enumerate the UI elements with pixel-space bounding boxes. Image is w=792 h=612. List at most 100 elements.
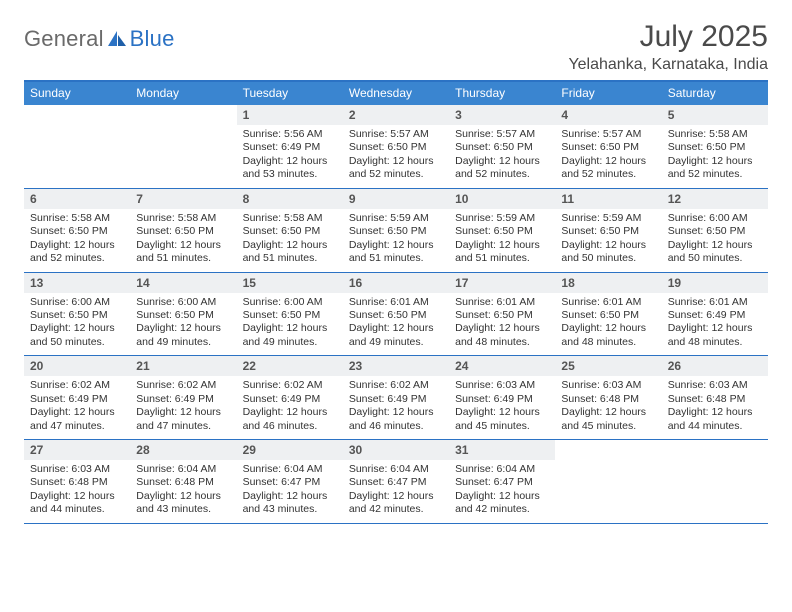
week-row: 13Sunrise: 6:00 AMSunset: 6:50 PMDayligh… xyxy=(24,273,768,357)
daylight-text: Daylight: 12 hours and 45 minutes. xyxy=(455,406,549,433)
day-number: 26 xyxy=(662,356,768,376)
day-body: Sunrise: 6:02 AMSunset: 6:49 PMDaylight:… xyxy=(24,376,130,433)
daylight-text: Daylight: 12 hours and 48 minutes. xyxy=(668,322,762,349)
daylight-text: Daylight: 12 hours and 44 minutes. xyxy=(668,406,762,433)
day-cell: 26 Sunrise: 6:03 AMSunset: 6:48 PMDayligh… xyxy=(662,356,768,439)
week-row: 6Sunrise: 5:58 AMSunset: 6:50 PMDaylight… xyxy=(24,189,768,273)
sunrise-text: Sunrise: 5:57 AM xyxy=(561,128,655,141)
sunset-text: Sunset: 6:50 PM xyxy=(243,225,337,238)
daylight-text: Daylight: 12 hours and 49 minutes. xyxy=(349,322,443,349)
day-cell: 23Sunrise: 6:02 AMSunset: 6:49 PMDayligh… xyxy=(343,356,449,439)
day-cell: 31Sunrise: 6:04 AMSunset: 6:47 PMDayligh… xyxy=(449,440,555,523)
day-cell: 27Sunrise: 6:03 AMSunset: 6:48 PMDayligh… xyxy=(24,440,130,523)
day-cell: 15Sunrise: 6:00 AMSunset: 6:50 PMDayligh… xyxy=(237,273,343,356)
day-body: Sunrise: 5:57 AMSunset: 6:50 PMDaylight:… xyxy=(449,125,555,182)
day-body: Sunrise: 6:00 AMSunset: 6:50 PMDaylight:… xyxy=(237,293,343,350)
day-cell: 3Sunrise: 5:57 AMSunset: 6:50 PMDaylight… xyxy=(449,105,555,188)
day-body: Sunrise: 5:59 AMSunset: 6:50 PMDaylight:… xyxy=(449,209,555,266)
day-number: 20 xyxy=(24,356,130,376)
day-cell: 24 Sunrise: 6:03 AMSunset: 6:49 PMDayligh… xyxy=(449,356,555,439)
day-number: 31 xyxy=(449,440,555,460)
day-number: 8 xyxy=(237,189,343,209)
week-row: 27Sunrise: 6:03 AMSunset: 6:48 PMDayligh… xyxy=(24,440,768,524)
day-number: 17 xyxy=(449,273,555,293)
day-cell: 22Sunrise: 6:02 AMSunset: 6:49 PMDayligh… xyxy=(237,356,343,439)
sunset-text: Sunset: 6:50 PM xyxy=(136,225,230,238)
sunset-text: Sunset: 6:50 PM xyxy=(668,225,762,238)
day-body: Sunrise: 5:56 AMSunset: 6:49 PMDaylight:… xyxy=(237,125,343,182)
sunrise-text: Sunrise: 6:03 AM xyxy=(455,379,549,392)
day-body: Sunrise: 5:58 AMSunset: 6:50 PMDaylight:… xyxy=(662,125,768,182)
sunset-text: Sunset: 6:50 PM xyxy=(668,141,762,154)
sunrise-text: Sunrise: 6:01 AM xyxy=(455,296,549,309)
day-number: 14 xyxy=(130,273,236,293)
daylight-text: Daylight: 12 hours and 53 minutes. xyxy=(243,155,337,182)
sunset-text: Sunset: 6:49 PM xyxy=(668,309,762,322)
day-number: 9 xyxy=(343,189,449,209)
sunrise-text: Sunrise: 5:56 AM xyxy=(243,128,337,141)
day-body: Sunrise: 5:57 AMSunset: 6:50 PMDaylight:… xyxy=(343,125,449,182)
sunrise-text: Sunrise: 6:00 AM xyxy=(30,296,124,309)
day-cell: 16Sunrise: 6:01 AMSunset: 6:50 PMDayligh… xyxy=(343,273,449,356)
sunrise-text: Sunrise: 6:04 AM xyxy=(136,463,230,476)
sunset-text: Sunset: 6:47 PM xyxy=(349,476,443,489)
sunset-text: Sunset: 6:49 PM xyxy=(30,393,124,406)
day-body: Sunrise: 6:03 AMSunset: 6:48 PMDaylight:… xyxy=(24,460,130,517)
daylight-text: Daylight: 12 hours and 43 minutes. xyxy=(136,490,230,517)
sunrise-text: Sunrise: 5:57 AM xyxy=(349,128,443,141)
day-cell: 5Sunrise: 5:58 AMSunset: 6:50 PMDaylight… xyxy=(662,105,768,188)
sunset-text: Sunset: 6:50 PM xyxy=(349,141,443,154)
day-cell: 18Sunrise: 6:01 AMSunset: 6:50 PMDayligh… xyxy=(555,273,661,356)
day-cell: 12Sunrise: 6:00 AMSunset: 6:50 PMDayligh… xyxy=(662,189,768,272)
daylight-text: Daylight: 12 hours and 50 minutes. xyxy=(561,239,655,266)
sunset-text: Sunset: 6:49 PM xyxy=(243,393,337,406)
calendar-page: General Blue July 2025 Yelahanka, Karnat… xyxy=(0,0,792,534)
day-number: 15 xyxy=(237,273,343,293)
day-body: Sunrise: 6:03 AMSunset: 6:48 PMDaylight:… xyxy=(555,376,661,433)
daylight-text: Daylight: 12 hours and 46 minutes. xyxy=(243,406,337,433)
daylight-text: Daylight: 12 hours and 47 minutes. xyxy=(30,406,124,433)
sunset-text: Sunset: 6:48 PM xyxy=(561,393,655,406)
sunset-text: Sunset: 6:50 PM xyxy=(561,309,655,322)
day-number: 18 xyxy=(555,273,661,293)
sunset-text: Sunset: 6:48 PM xyxy=(668,393,762,406)
sunrise-text: Sunrise: 6:02 AM xyxy=(30,379,124,392)
day-body: Sunrise: 6:04 AMSunset: 6:47 PMDaylight:… xyxy=(343,460,449,517)
sunrise-text: Sunrise: 6:00 AM xyxy=(243,296,337,309)
day-cell-empty: . xyxy=(130,105,236,188)
sunset-text: Sunset: 6:50 PM xyxy=(30,225,124,238)
daylight-text: Daylight: 12 hours and 52 minutes. xyxy=(349,155,443,182)
daylight-text: Daylight: 12 hours and 48 minutes. xyxy=(455,322,549,349)
day-cell: 25Sunrise: 6:03 AMSunset: 6:48 PMDayligh… xyxy=(555,356,661,439)
sunrise-text: Sunrise: 6:01 AM xyxy=(668,296,762,309)
daylight-text: Daylight: 12 hours and 47 minutes. xyxy=(136,406,230,433)
dow-sunday: Sunday xyxy=(24,82,130,105)
daylight-text: Daylight: 12 hours and 49 minutes. xyxy=(136,322,230,349)
day-number: 24 xyxy=(449,356,555,376)
sunset-text: Sunset: 6:48 PM xyxy=(30,476,124,489)
day-number: 11 xyxy=(555,189,661,209)
day-body: Sunrise: 5:58 AMSunset: 6:50 PMDaylight:… xyxy=(237,209,343,266)
dow-row: Sunday Monday Tuesday Wednesday Thursday… xyxy=(24,82,768,105)
sunrise-text: Sunrise: 6:03 AM xyxy=(668,379,762,392)
sunset-text: Sunset: 6:50 PM xyxy=(30,309,124,322)
sunrise-text: Sunrise: 6:00 AM xyxy=(668,212,762,225)
daylight-text: Daylight: 12 hours and 45 minutes. xyxy=(561,406,655,433)
sunrise-text: Sunrise: 5:59 AM xyxy=(349,212,443,225)
day-body: Sunrise: 6:00 AMSunset: 6:50 PMDaylight:… xyxy=(662,209,768,266)
brand-logo: General Blue xyxy=(24,20,175,52)
day-body: Sunrise: 6:00 AMSunset: 6:50 PMDaylight:… xyxy=(130,293,236,350)
day-body: Sunrise: 5:57 AMSunset: 6:50 PMDaylight:… xyxy=(555,125,661,182)
sunset-text: Sunset: 6:50 PM xyxy=(243,309,337,322)
day-cell: 11Sunrise: 5:59 AMSunset: 6:50 PMDayligh… xyxy=(555,189,661,272)
sunrise-text: Sunrise: 6:02 AM xyxy=(136,379,230,392)
day-number: 16 xyxy=(343,273,449,293)
month-title: July 2025 xyxy=(568,20,768,54)
daylight-text: Daylight: 12 hours and 42 minutes. xyxy=(349,490,443,517)
day-cell: 4Sunrise: 5:57 AMSunset: 6:50 PMDaylight… xyxy=(555,105,661,188)
daylight-text: Daylight: 12 hours and 51 minutes. xyxy=(349,239,443,266)
day-body: Sunrise: 5:58 AMSunset: 6:50 PMDaylight:… xyxy=(24,209,130,266)
sunset-text: Sunset: 6:49 PM xyxy=(455,393,549,406)
day-number: 2 xyxy=(343,105,449,125)
daylight-text: Daylight: 12 hours and 50 minutes. xyxy=(668,239,762,266)
